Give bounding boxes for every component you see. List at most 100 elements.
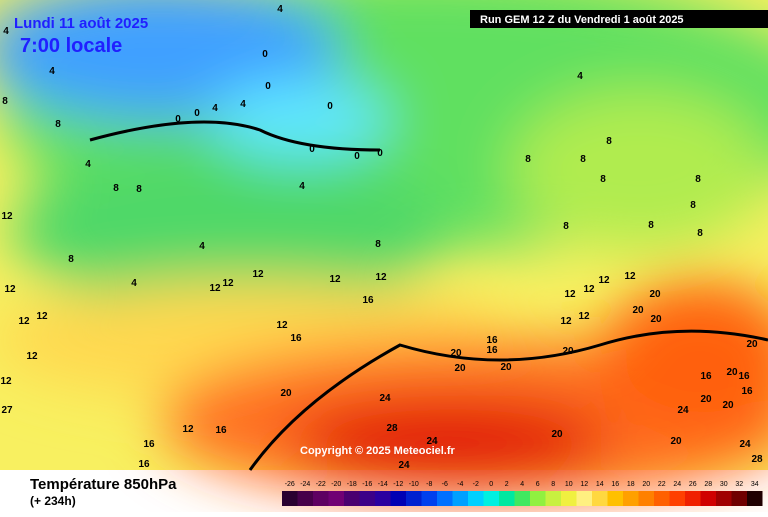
scale-label: 14 bbox=[596, 481, 604, 488]
contour-label: 8 bbox=[55, 119, 61, 130]
scale-label: 2 bbox=[505, 481, 509, 488]
footer-lead: (+ 234h) bbox=[30, 494, 76, 508]
contour-label: 16 bbox=[215, 425, 227, 436]
scale-label: 32 bbox=[735, 481, 743, 488]
scale-label: 10 bbox=[565, 481, 573, 488]
contour-label: 20 bbox=[500, 362, 512, 373]
contour-label: 20 bbox=[562, 346, 574, 357]
contour-label: 24 bbox=[739, 439, 751, 450]
contour-label: 0 bbox=[354, 151, 360, 162]
contour-label: 16 bbox=[486, 335, 498, 346]
contour-label: 12 bbox=[18, 316, 30, 327]
map bbox=[0, 0, 768, 500]
scale-label: 8 bbox=[551, 481, 555, 488]
scale-swatch bbox=[545, 491, 561, 506]
scale-label: 28 bbox=[704, 481, 712, 488]
scale-swatch bbox=[731, 491, 747, 506]
scale-swatch bbox=[561, 491, 577, 506]
contour-label: 4 bbox=[49, 66, 55, 77]
scale-label: 6 bbox=[536, 481, 540, 488]
scale-label: -12 bbox=[393, 481, 403, 488]
contour-label: 12 bbox=[276, 320, 288, 331]
scale-label: 20 bbox=[642, 481, 650, 488]
contour-label: 20 bbox=[670, 436, 682, 447]
scale-swatch bbox=[421, 491, 437, 506]
scale-swatch bbox=[530, 491, 546, 506]
contour-label: 12 bbox=[583, 284, 595, 295]
contour-label: 20 bbox=[454, 363, 466, 374]
contour-label: 4 bbox=[199, 241, 205, 252]
contour-label: 20 bbox=[700, 394, 712, 405]
scale-swatch bbox=[514, 491, 530, 506]
contour-label: 0 bbox=[175, 114, 181, 125]
scale-swatch bbox=[623, 491, 639, 506]
contour-label: 20 bbox=[746, 339, 758, 350]
contour-label: 20 bbox=[632, 305, 644, 316]
scale-swatch bbox=[747, 491, 763, 506]
contour-label: 8 bbox=[606, 136, 612, 147]
scale-swatch bbox=[282, 491, 298, 506]
contour-label: 0 bbox=[194, 108, 200, 119]
scale-label: 26 bbox=[689, 481, 697, 488]
contour-label: 20 bbox=[650, 314, 662, 325]
scale-swatch bbox=[654, 491, 670, 506]
contour-label: 8 bbox=[113, 183, 119, 194]
scale-label: -22 bbox=[316, 481, 326, 488]
contour-label: 4 bbox=[85, 159, 91, 170]
contour-label: 16 bbox=[741, 386, 753, 397]
scale-swatch bbox=[499, 491, 515, 506]
scale-swatch bbox=[483, 491, 499, 506]
contour-label: 16 bbox=[738, 371, 750, 382]
forecast-date: Lundi 11 août 2025 bbox=[14, 15, 148, 32]
scale-swatch bbox=[607, 491, 623, 506]
contour-label: 0 bbox=[377, 148, 383, 159]
scale-label: -8 bbox=[426, 481, 432, 488]
scale-swatch bbox=[685, 491, 701, 506]
contour-label: 8 bbox=[563, 221, 569, 232]
scale-label: 18 bbox=[627, 481, 635, 488]
contour-label: 8 bbox=[580, 154, 586, 165]
contour-label: 12 bbox=[624, 271, 636, 282]
contour-label: 8 bbox=[2, 96, 8, 107]
contour-label: 20 bbox=[551, 429, 563, 440]
contour-label: 4 bbox=[299, 181, 305, 192]
contour-label: 4 bbox=[3, 26, 9, 37]
scale-swatch bbox=[375, 491, 391, 506]
contour-label: 4 bbox=[212, 103, 218, 114]
scale-swatch bbox=[297, 491, 313, 506]
scale-swatch bbox=[700, 491, 716, 506]
scale-label: 4 bbox=[520, 481, 524, 488]
scale-swatch bbox=[437, 491, 453, 506]
scale-swatch bbox=[638, 491, 654, 506]
contour-label: 0 bbox=[265, 81, 271, 92]
contour-label: 16 bbox=[143, 439, 155, 450]
contour-label: 0 bbox=[309, 144, 315, 155]
scale-label: 0 bbox=[489, 481, 493, 488]
contour-label: 12 bbox=[560, 316, 572, 327]
scale-label: -18 bbox=[347, 481, 357, 488]
contour-label: 16 bbox=[700, 371, 712, 382]
contour-label: 12 bbox=[26, 351, 38, 362]
scale-label: -14 bbox=[378, 481, 388, 488]
scale-swatch bbox=[313, 491, 329, 506]
scale-swatch bbox=[669, 491, 685, 506]
contour-label: 8 bbox=[136, 184, 142, 195]
scale-swatch bbox=[390, 491, 406, 506]
contour-label: 16 bbox=[486, 345, 498, 356]
scale-label: 22 bbox=[658, 481, 666, 488]
contour-label: 20 bbox=[450, 348, 462, 359]
scale-swatch bbox=[452, 491, 468, 506]
contour-label: 27 bbox=[1, 405, 13, 416]
scale-swatch bbox=[592, 491, 608, 506]
scale-label: -24 bbox=[300, 481, 310, 488]
contour-label: 28 bbox=[751, 454, 763, 465]
contour-label: 12 bbox=[578, 311, 590, 322]
contour-label: 20 bbox=[649, 289, 661, 300]
scale-swatch bbox=[468, 491, 484, 506]
scale-swatch bbox=[576, 491, 592, 506]
scale-label: 34 bbox=[751, 481, 759, 488]
contour-label: 8 bbox=[690, 200, 696, 211]
scale-label: 24 bbox=[673, 481, 681, 488]
contour-label: 28 bbox=[386, 423, 398, 434]
